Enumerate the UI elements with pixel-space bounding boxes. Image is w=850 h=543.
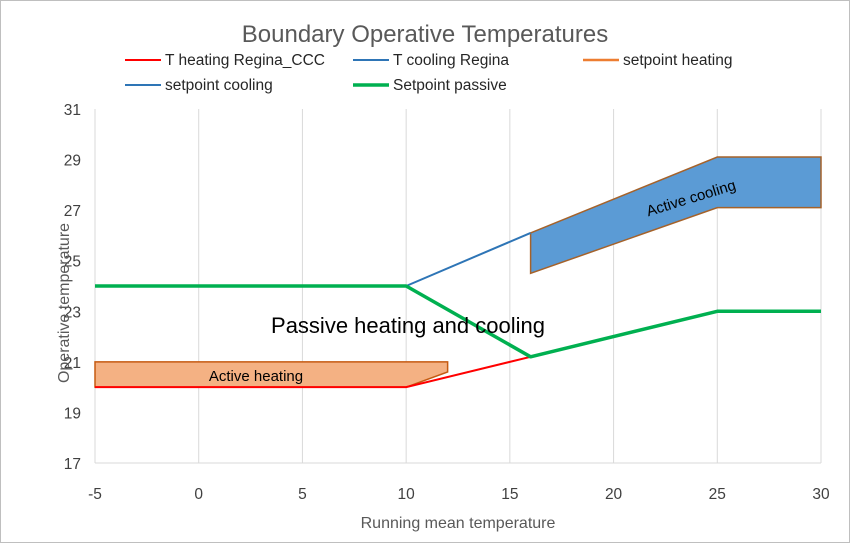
series-line-4 [95, 284, 821, 359]
legend-label-0: T heating Regina_CCC [165, 52, 325, 69]
y-tick-label: 23 [64, 304, 81, 321]
series-lines [95, 231, 821, 389]
x-tick-label: 30 [812, 486, 830, 503]
x-axis-ticks: -5 0 5 10 15 20 25 30 [88, 486, 830, 503]
region-label-heating: Active heating [209, 368, 303, 385]
x-tick-label: 20 [605, 486, 623, 503]
x-tick-label: 25 [709, 486, 726, 503]
y-tick-label: 29 [64, 153, 81, 170]
legend-label-4: Setpoint passive [393, 77, 507, 94]
legend-label-1: T cooling Regina [393, 52, 509, 69]
y-tick-label: 17 [64, 456, 81, 473]
legend-label-3: setpoint cooling [165, 77, 273, 94]
x-tick-label: 15 [501, 486, 518, 503]
series-line-1 [405, 231, 531, 287]
region-1 [529, 156, 822, 275]
legend: T heating Regina_CCC T cooling Regina setp… [125, 52, 732, 94]
y-tick-label: 31 [64, 102, 81, 119]
x-tick-label: -5 [88, 486, 102, 503]
series-line-0 [95, 355, 531, 389]
y-tick-label: 27 [64, 203, 81, 220]
y-tick-label: 19 [64, 405, 81, 422]
shaded-regions [94, 156, 822, 388]
x-axis-label: Running mean temperature [361, 515, 556, 532]
y-axis-label: Operative temperature [56, 223, 73, 383]
y-tick-label: 21 [64, 355, 81, 372]
y-tick-label: 25 [64, 254, 81, 271]
chart-title: Boundary Operative Temperatures [242, 21, 608, 48]
region-0 [94, 361, 449, 388]
y-axis-ticks: 17 19 21 23 25 27 29 31 [64, 102, 81, 473]
x-tick-label: 5 [298, 486, 307, 503]
legend-label-2: setpoint heating [623, 52, 732, 69]
x-tick-label: 10 [398, 486, 416, 503]
x-tick-label: 0 [194, 486, 203, 503]
annotation-0: Passive heating and cooling [271, 313, 545, 338]
